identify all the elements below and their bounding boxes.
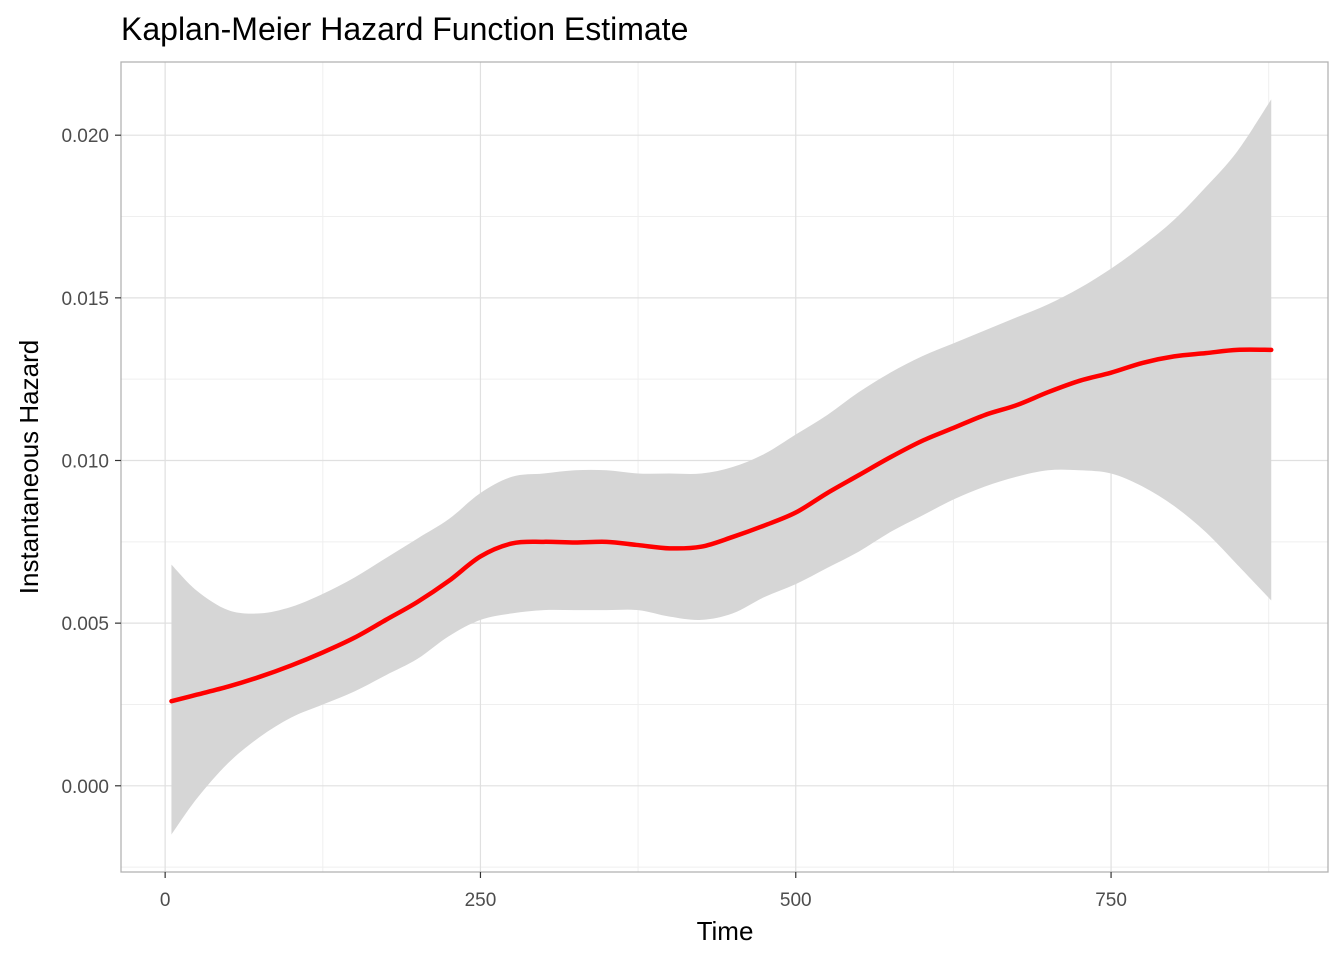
y-tick-label: 0.000 (61, 777, 109, 798)
y-tick-label: 0.010 (61, 451, 109, 472)
hazard-line (169, 347, 1274, 704)
x-tick-label: 0 (160, 890, 171, 911)
y-axis-title: Instantaneous Hazard (14, 340, 44, 594)
confidence-ribbon (171, 99, 1272, 835)
y-tick-label: 0.005 (61, 614, 109, 635)
x-axis-title: Time (697, 916, 754, 946)
x-tick-label: 750 (1095, 890, 1127, 911)
y-axis-ticks: 0.000 0.005 0.010 0.015 0.020 (61, 126, 121, 798)
x-tick-label: 500 (780, 890, 812, 911)
panel-border (120, 61, 1329, 873)
y-tick-label: 0.020 (61, 126, 109, 147)
x-tick-label: 250 (465, 890, 497, 911)
chart-title: Kaplan-Meier Hazard Function Estimate (121, 11, 688, 47)
y-tick-label: 0.015 (61, 289, 109, 310)
x-axis-ticks: 0 250 500 750 (160, 872, 1127, 911)
